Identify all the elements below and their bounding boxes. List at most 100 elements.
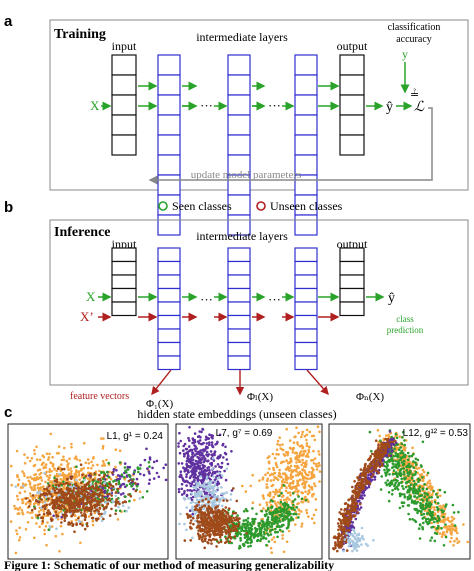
scatter-point — [408, 472, 412, 475]
scatter-point — [77, 474, 81, 477]
scatter-point — [441, 519, 444, 523]
scatter-point — [279, 447, 283, 450]
scatter-point — [413, 495, 417, 498]
scatter-point — [51, 499, 55, 502]
scatter-point — [428, 504, 431, 508]
scatter-point — [383, 468, 386, 472]
scatter-point — [297, 466, 300, 470]
scatter-point — [93, 506, 97, 509]
scatter-point — [54, 510, 58, 514]
embedding-plot-l7: L7, g⁷ = 0.69 — [175, 423, 323, 560]
scatter-point — [148, 472, 151, 475]
scatter-point — [193, 491, 197, 495]
scatter-point — [190, 527, 193, 530]
scatter-point — [21, 511, 24, 514]
scatter-point — [430, 499, 434, 503]
scatter-point — [78, 459, 82, 462]
scatter-point — [402, 477, 406, 480]
scatter-point — [400, 477, 404, 481]
scatter-point — [23, 490, 27, 493]
scatter-point — [183, 469, 187, 473]
scatter-point — [71, 513, 75, 516]
scatter-point — [437, 516, 441, 519]
scatter-point — [406, 504, 410, 507]
scatter-point — [60, 458, 64, 462]
scatter-point — [177, 462, 181, 465]
scatter-point — [243, 536, 247, 539]
scatter-point — [215, 538, 218, 542]
scatter-point — [425, 498, 429, 501]
scatter-point — [213, 453, 216, 457]
scatter-point — [445, 503, 448, 506]
scatter-point — [388, 430, 392, 433]
scatter-point — [425, 487, 429, 491]
scatter-point — [123, 466, 127, 469]
scatter-point — [100, 512, 103, 516]
scatter-point — [399, 458, 402, 462]
scatter-point — [235, 516, 238, 519]
scatter-point — [200, 520, 203, 523]
layer-cell — [111, 301, 137, 317]
scatter-point — [47, 458, 50, 461]
scatter-point — [305, 438, 308, 442]
scatter-point — [189, 515, 192, 519]
dots-b-2: ··· — [268, 292, 281, 307]
scatter-point — [277, 517, 281, 520]
scatter-point — [280, 513, 284, 516]
scatter-point — [392, 479, 395, 482]
scatter-point — [220, 474, 224, 477]
scatter-point — [48, 452, 51, 456]
scatter-point — [26, 456, 29, 460]
scatter-point — [114, 465, 117, 469]
hidden-layer-1 — [157, 54, 181, 236]
scatter-point — [99, 479, 102, 482]
scatter-point — [432, 506, 436, 509]
scatter-point — [433, 520, 436, 524]
scatter-point — [55, 478, 59, 481]
scatter-point — [96, 463, 99, 467]
scatter-point — [418, 478, 421, 482]
scatter-point — [431, 485, 434, 489]
scatter-point — [247, 526, 251, 530]
scatter-point — [422, 512, 426, 516]
scatter-point — [258, 503, 262, 507]
scatter-point — [268, 455, 271, 458]
scatter-point — [47, 456, 51, 459]
scatter-point — [246, 541, 250, 544]
scatter-point — [294, 510, 298, 514]
scatter-point — [217, 541, 221, 544]
hidden-layer-l — [227, 247, 251, 371]
scatter-point — [217, 514, 220, 518]
scatter-point — [394, 432, 398, 436]
scatter-point — [285, 486, 288, 490]
scatter-point — [36, 516, 40, 520]
scatter-point — [420, 465, 423, 468]
scatter-point — [26, 476, 29, 479]
scatter-point — [307, 450, 311, 454]
scatter-point — [215, 505, 218, 509]
scatter-point — [108, 470, 111, 474]
scatter-point — [273, 510, 276, 513]
scatter-point — [413, 502, 416, 505]
scatter-point — [192, 522, 195, 526]
scatter-point — [420, 493, 424, 497]
embedding-plot-l12: L12, g¹² = 0.53 — [328, 423, 471, 560]
layer-cell — [157, 74, 181, 96]
scatter-point — [273, 457, 277, 460]
scatter-point — [280, 486, 283, 490]
scatter-point — [203, 468, 207, 472]
scatter-point — [211, 537, 215, 541]
scatter-point — [124, 495, 127, 499]
scatter-point — [400, 493, 404, 496]
scatter-point — [289, 481, 293, 485]
scatter-point — [157, 475, 161, 479]
scatter-point — [276, 439, 280, 443]
scatter-point — [287, 469, 291, 472]
scatter-point — [261, 478, 265, 481]
phil-label: Φₗ(X) — [247, 391, 273, 403]
scatter-point — [451, 503, 455, 507]
scatter-point — [283, 498, 286, 502]
scatter-point — [237, 547, 241, 550]
scatter-point — [65, 459, 69, 463]
scatter-point — [17, 478, 21, 482]
